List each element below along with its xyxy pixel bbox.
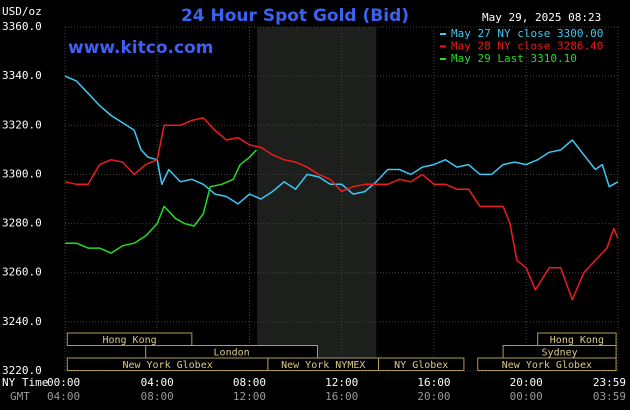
- session-label: London: [214, 347, 250, 358]
- session-box: [66, 332, 193, 346]
- x-tick-label: 23:59: [593, 376, 626, 389]
- x-tick-label: 20:00: [510, 376, 543, 389]
- legend-label: May 29 Last 3310.10: [451, 52, 577, 65]
- price-line: [65, 149, 257, 254]
- watermark: www.kitco.com: [68, 38, 213, 58]
- y-tick-label: 3320.0: [2, 118, 42, 131]
- gmt-tick-label: 03:59: [593, 390, 626, 403]
- y-tick-label: 3280.0: [2, 217, 42, 230]
- session-label: Sydney: [542, 347, 578, 358]
- legend-label: May 28 NY close 3286.40: [451, 40, 603, 53]
- session-label: New York Globex: [502, 360, 592, 371]
- timestamp: May 29, 2025 08:23: [482, 11, 601, 24]
- y-tick-label: 3240.0: [2, 315, 42, 328]
- legend-label: May 27 NY close 3300.00: [451, 27, 603, 40]
- session-label: Hong Kong: [102, 335, 156, 346]
- y-axis-label: USD/oz: [2, 5, 42, 18]
- x-tick-label: 04:00: [141, 376, 174, 389]
- y-tick-label: 3260.0: [2, 266, 42, 279]
- y-tick-label: 3360.0: [2, 20, 42, 33]
- x-tick-label: 00:00: [47, 376, 80, 389]
- gmt-tick-label: 00:00: [510, 390, 543, 403]
- price-line: [64, 75, 619, 205]
- x-axis-label: NY Time: [2, 376, 48, 389]
- session-label: NY Globex: [394, 360, 448, 371]
- y-tick-label: 3220.0: [2, 364, 42, 377]
- session-label: New York NYMEX: [281, 360, 365, 371]
- gmt-tick-label: 16:00: [325, 390, 358, 403]
- gmt-axis-label: GMT: [10, 390, 30, 403]
- session-label: New York Globex: [122, 360, 212, 371]
- session-label: Hong Kong: [550, 335, 604, 346]
- y-tick-label: 3300.0: [2, 167, 42, 180]
- x-tick-label: 16:00: [417, 376, 450, 389]
- gmt-tick-label: 12:00: [233, 390, 266, 403]
- x-tick-label: 08:00: [233, 376, 266, 389]
- price-line: [64, 117, 619, 301]
- x-tick-label: 12:00: [325, 376, 358, 389]
- session-box: [378, 357, 465, 371]
- gmt-tick-label: 08:00: [141, 390, 174, 403]
- gmt-tick-label: 04:00: [47, 390, 80, 403]
- highlight-band: [257, 27, 377, 371]
- session-box: [477, 357, 617, 371]
- y-tick-label: 3340.0: [2, 69, 42, 82]
- gmt-tick-label: 20:00: [417, 390, 450, 403]
- chart-title: 24 Hour Spot Gold (Bid): [181, 6, 409, 26]
